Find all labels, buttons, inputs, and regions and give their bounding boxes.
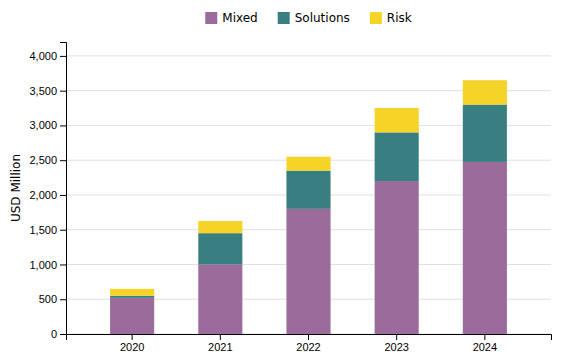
tick: 500 bbox=[39, 293, 66, 305]
tick: 2022 bbox=[296, 334, 320, 353]
tick-label: 2,000 bbox=[29, 189, 57, 201]
bar bbox=[375, 132, 419, 181]
tick: 3,000 bbox=[29, 119, 66, 131]
tick-mark bbox=[60, 334, 66, 335]
tick-mark bbox=[60, 91, 66, 92]
bar bbox=[286, 209, 330, 334]
tick: 1,000 bbox=[29, 258, 66, 270]
plot: 2020 2021 2022 2023 2024 0 500 1,000 1,500 2,000 2… bbox=[29, 43, 551, 353]
grid bbox=[66, 56, 551, 334]
legend-swatch bbox=[205, 12, 217, 24]
tick-mark bbox=[308, 334, 309, 340]
tick-mark bbox=[220, 334, 221, 340]
tick: 2021 bbox=[208, 334, 232, 353]
tick: 4,000 bbox=[29, 50, 66, 62]
legend-item: Solutions bbox=[278, 11, 350, 25]
tick-mark bbox=[60, 160, 66, 161]
bar bbox=[463, 105, 507, 162]
bar bbox=[110, 296, 154, 298]
tick-label: 2020 bbox=[120, 341, 144, 353]
tick: 2024 bbox=[473, 334, 497, 353]
grid-line bbox=[66, 55, 551, 56]
bar bbox=[463, 162, 507, 334]
bar bbox=[375, 108, 419, 132]
tick-label: 4,000 bbox=[29, 50, 57, 62]
tick-label: 2022 bbox=[296, 341, 320, 353]
tick: 2,500 bbox=[29, 154, 66, 166]
tick-mark bbox=[132, 334, 133, 340]
tick: 1,500 bbox=[29, 224, 66, 236]
tick-label: 2,500 bbox=[29, 154, 57, 166]
legend-swatch bbox=[370, 12, 382, 24]
axis-title: USD Million bbox=[9, 154, 23, 222]
tick-mark bbox=[60, 195, 66, 196]
legend-label: Mixed bbox=[222, 11, 257, 25]
tick-mark bbox=[60, 56, 66, 57]
tick-mark bbox=[60, 264, 66, 265]
bar bbox=[198, 264, 242, 334]
bar bbox=[110, 298, 154, 334]
legend-item: Risk bbox=[370, 11, 412, 25]
legend-label: Solutions bbox=[295, 11, 350, 25]
tick-label: 0 bbox=[51, 328, 57, 340]
series bbox=[110, 105, 507, 298]
tick: 3,500 bbox=[29, 85, 66, 97]
tick-mark bbox=[60, 230, 66, 231]
bars bbox=[110, 80, 507, 334]
tick-label: 3,000 bbox=[29, 119, 57, 131]
legend-label: Risk bbox=[387, 11, 412, 25]
axis-line bbox=[67, 335, 552, 341]
tick-label: 1,000 bbox=[29, 258, 57, 270]
tick-mark bbox=[396, 334, 397, 340]
series bbox=[110, 162, 507, 334]
tick-label: 2021 bbox=[208, 341, 232, 353]
axis-line bbox=[60, 43, 67, 335]
tick-mark bbox=[484, 334, 485, 340]
tick-label: 3,500 bbox=[29, 85, 57, 97]
tick: 0 bbox=[51, 328, 66, 340]
bar bbox=[286, 157, 330, 171]
y-axis: 0 500 1,000 1,500 2,000 2,500 3,000 3,500 4,000 bbox=[29, 43, 66, 341]
tick-label: 2024 bbox=[473, 341, 497, 353]
legend-item: Mixed bbox=[205, 11, 257, 25]
chart: 2020 2021 2022 2023 2024 0 500 1,000 1,500 2,000 2… bbox=[0, 0, 567, 364]
bar bbox=[110, 289, 154, 296]
tick: 2020 bbox=[120, 334, 144, 353]
x-axis: 2020 2021 2022 2023 2024 bbox=[67, 334, 552, 353]
bar bbox=[463, 80, 507, 104]
bar bbox=[198, 233, 242, 264]
bar bbox=[375, 181, 419, 334]
tick-label: 500 bbox=[39, 293, 57, 305]
legend: Mixed Solutions Risk bbox=[205, 11, 411, 25]
legend-swatch bbox=[278, 12, 290, 24]
series bbox=[110, 80, 507, 296]
tick-mark bbox=[60, 299, 66, 300]
bar bbox=[286, 171, 330, 209]
bar bbox=[198, 221, 242, 233]
tick-label: 2023 bbox=[384, 341, 408, 353]
tick: 2023 bbox=[384, 334, 408, 353]
tick: 2,000 bbox=[29, 189, 66, 201]
tick-mark bbox=[60, 125, 66, 126]
tick-label: 1,500 bbox=[29, 224, 57, 236]
